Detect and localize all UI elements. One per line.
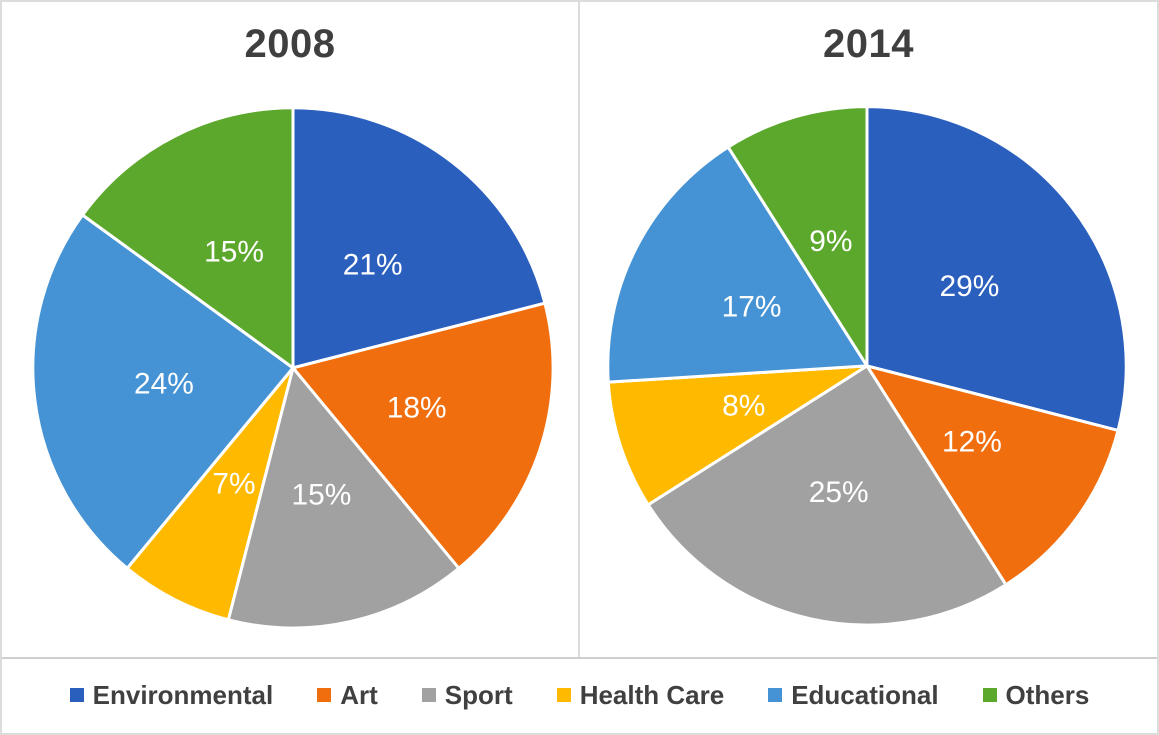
data-label-environmental: 29% bbox=[939, 270, 999, 303]
legend-item-educational[interactable]: Educational bbox=[768, 679, 939, 711]
pie-chart-2008: 21% 18% 15% 7% 24% 15% bbox=[31, 106, 555, 630]
data-label-sport: 15% bbox=[291, 478, 351, 511]
pie-chart-2014: 29% 12% 25% 8% 17% 9% bbox=[606, 105, 1128, 627]
data-label-others: 15% bbox=[204, 235, 264, 268]
legend-item-health-care[interactable]: Health Care bbox=[556, 679, 725, 711]
panel-2008: 2008 21% 18% 15% 7% 24% 15% bbox=[2, 2, 580, 657]
legend-item-sport[interactable]: Sport bbox=[421, 679, 513, 711]
legend-label: Art bbox=[340, 679, 378, 710]
pie-slice-art[interactable] bbox=[865, 364, 1120, 587]
pie-slice-others[interactable] bbox=[726, 105, 869, 368]
legend-label: Health Care bbox=[579, 679, 725, 710]
legend-label: Environmental bbox=[92, 679, 274, 710]
pie-slice-sport[interactable] bbox=[226, 366, 461, 630]
legend-swatch-icon bbox=[317, 688, 332, 702]
legend-label: Educational bbox=[791, 679, 939, 710]
data-label-health-care: 8% bbox=[722, 389, 765, 422]
legend-label: Others bbox=[1005, 679, 1090, 710]
data-label-others: 9% bbox=[809, 225, 852, 258]
pie-slice-health-care[interactable] bbox=[125, 366, 295, 622]
legend-label: Sport bbox=[444, 679, 513, 710]
legend-item-others[interactable]: Others bbox=[982, 679, 1090, 711]
data-label-art: 12% bbox=[942, 426, 1002, 459]
chart-panels: 2008 21% 18% 15% 7% 24% 15% 2014 29% 12% 25% 8% 1… bbox=[2, 2, 1157, 659]
data-label-educational: 17% bbox=[722, 291, 782, 324]
legend: Environmental Art Sport Health Care Educatio… bbox=[2, 659, 1157, 731]
data-label-art: 18% bbox=[387, 392, 447, 425]
pie-slice-environmental[interactable] bbox=[865, 105, 1128, 432]
pie-slice-art[interactable] bbox=[291, 301, 555, 570]
data-label-educational: 24% bbox=[134, 368, 194, 401]
chart-title-2008: 2008 bbox=[244, 22, 336, 66]
chart-title-2014: 2014 bbox=[823, 22, 914, 66]
data-label-health-care: 7% bbox=[212, 467, 255, 500]
data-label-environmental: 21% bbox=[343, 249, 403, 282]
pie-slice-health-care[interactable] bbox=[606, 364, 869, 507]
data-label-sport: 25% bbox=[809, 476, 869, 509]
legend-swatch-icon bbox=[69, 688, 84, 702]
pie-slice-others[interactable] bbox=[81, 106, 295, 370]
legend-item-art[interactable]: Art bbox=[317, 680, 378, 711]
pie-slice-educational[interactable] bbox=[31, 213, 295, 570]
legend-swatch-icon bbox=[768, 688, 783, 702]
legend-item-environmental[interactable]: Environmental bbox=[69, 679, 274, 711]
legend-swatch-icon bbox=[556, 688, 571, 702]
legend-swatch-icon bbox=[982, 688, 997, 702]
legend-swatch-icon bbox=[421, 688, 436, 702]
pie-slice-educational[interactable] bbox=[606, 145, 869, 384]
pie-slice-sport[interactable] bbox=[646, 364, 1008, 627]
panel-2014: 2014 29% 12% 25% 8% 17% 9% bbox=[580, 2, 1157, 657]
pie-slice-environmental[interactable] bbox=[291, 106, 547, 370]
